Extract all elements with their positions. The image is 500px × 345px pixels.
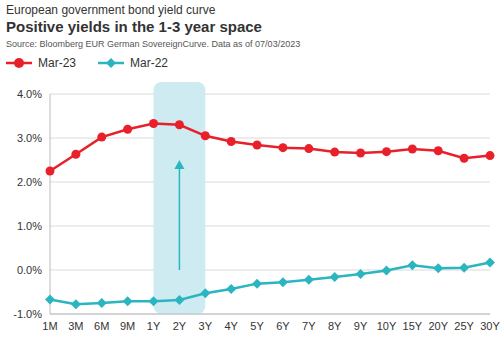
svg-text:8Y: 8Y bbox=[328, 320, 342, 332]
html-text:Mar-22: Mar-22 bbox=[130, 56, 168, 70]
svg-text:15Y: 15Y bbox=[403, 320, 423, 332]
svg-text:5Y: 5Y bbox=[250, 320, 264, 332]
svg-text:3.0%: 3.0% bbox=[17, 132, 42, 144]
html-text:European government bond yield: European government bond yield curve bbox=[6, 3, 216, 17]
html-text:Source: Bloomberg EUR German S: Source: Bloomberg EUR German SovereignCu… bbox=[6, 39, 301, 49]
svg-text:1Y: 1Y bbox=[147, 320, 161, 332]
svg-text:20Y: 20Y bbox=[428, 320, 448, 332]
svg-text:6M: 6M bbox=[94, 320, 109, 332]
html-text:Mar-23: Mar-23 bbox=[38, 56, 76, 70]
svg-text:9Y: 9Y bbox=[354, 320, 368, 332]
svg-text:0.0%: 0.0% bbox=[17, 264, 42, 276]
svg-text:2Y: 2Y bbox=[173, 320, 187, 332]
svg-text:3M: 3M bbox=[68, 320, 83, 332]
html-text:Positive yields in the 1-3 yea: Positive yields in the 1-3 year space bbox=[6, 18, 262, 35]
svg-text:4.0%: 4.0% bbox=[17, 88, 42, 100]
svg-text:4Y: 4Y bbox=[224, 320, 238, 332]
svg-text:9M: 9M bbox=[120, 320, 135, 332]
svg-text:7Y: 7Y bbox=[302, 320, 316, 332]
svg-text:6Y: 6Y bbox=[276, 320, 290, 332]
svg-text:30Y: 30Y bbox=[480, 320, 492, 332]
svg-text:1M: 1M bbox=[42, 320, 57, 332]
svg-text:2.0%: 2.0% bbox=[17, 176, 42, 188]
svg-text:25Y: 25Y bbox=[454, 320, 474, 332]
svg-text:-1.0%: -1.0% bbox=[13, 308, 42, 320]
svg-text:1.0%: 1.0% bbox=[17, 220, 42, 232]
svg-text:3Y: 3Y bbox=[199, 320, 213, 332]
svg-text:10Y: 10Y bbox=[377, 320, 397, 332]
